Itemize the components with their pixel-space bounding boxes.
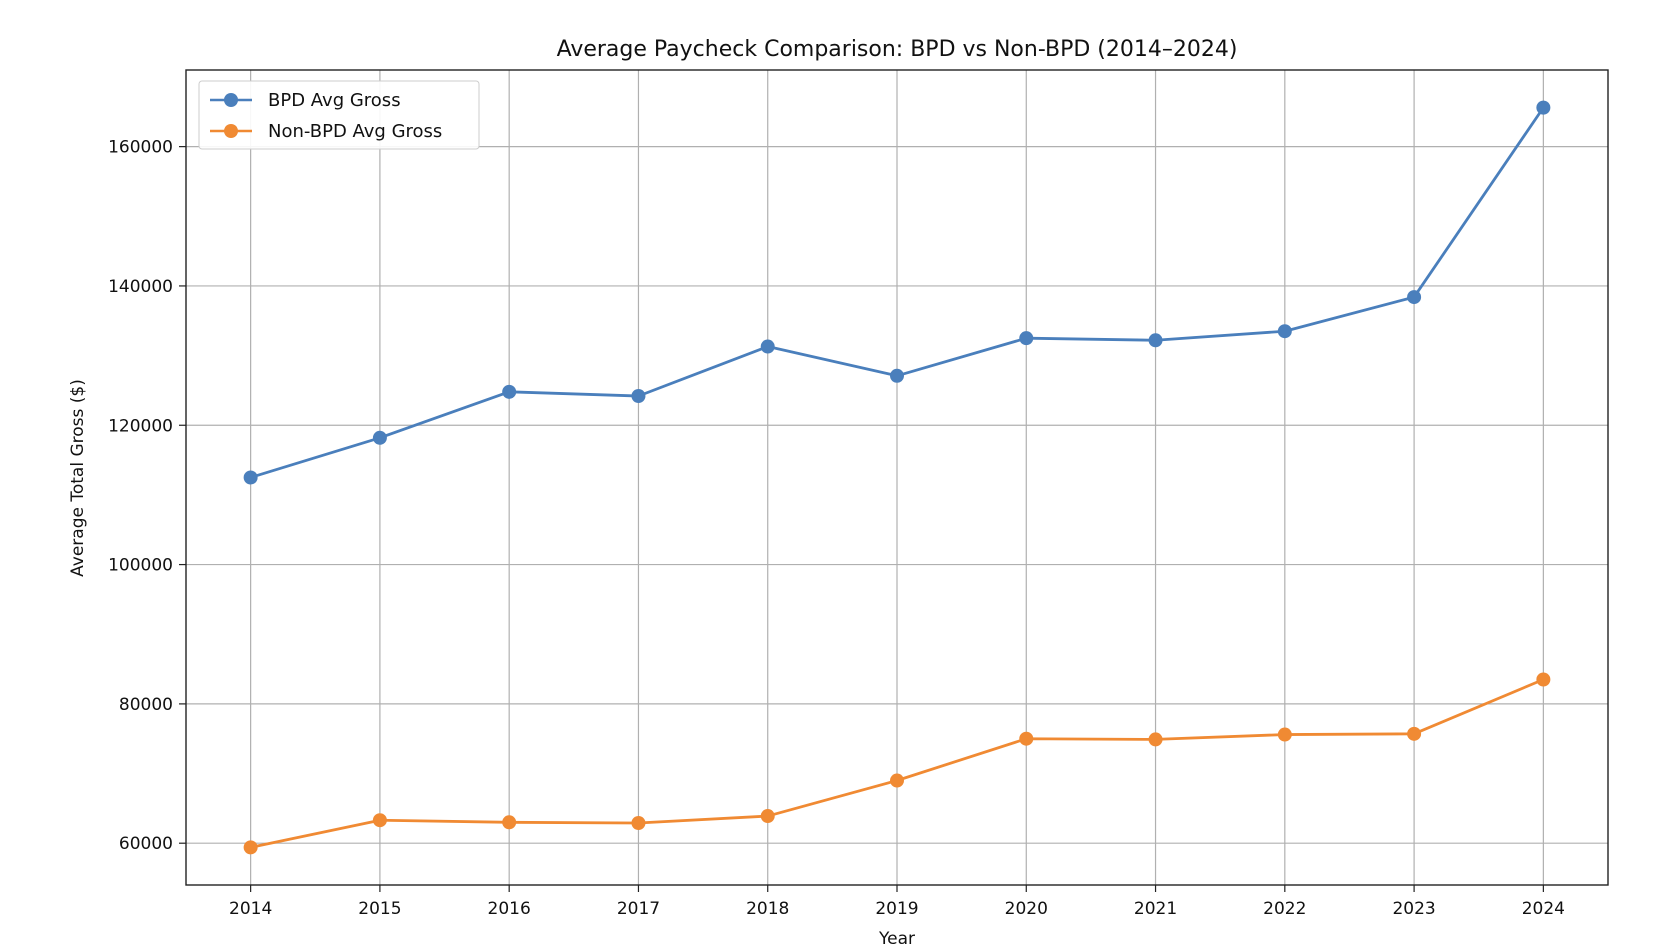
data-point-non-bpd: [631, 816, 646, 831]
legend-box: [198, 80, 480, 150]
x-tick-label: 2023: [1392, 899, 1435, 919]
data-point-bpd: [631, 389, 646, 403]
data-point-non-bpd: [1536, 672, 1551, 687]
data-point-non-bpd: [1148, 732, 1163, 747]
y-tick-label: 80000: [119, 695, 173, 715]
legend-marker-bpd: [224, 93, 238, 107]
data-point-bpd: [372, 430, 387, 445]
data-point-non-bpd: [502, 815, 517, 830]
data-point-non-bpd: [243, 840, 258, 855]
data-point-bpd: [1407, 290, 1422, 305]
y-tick-label: 120000: [108, 416, 173, 436]
legend-marker-non-bpd: [224, 124, 238, 138]
series-layer: [243, 100, 1551, 855]
legend-label-non-bpd: Non-BPD Avg Gross: [268, 121, 442, 142]
x-tick-label: 2024: [1522, 899, 1565, 919]
data-point-non-bpd: [1019, 731, 1034, 746]
grid: [186, 70, 1608, 885]
x-tick-label: 2020: [1005, 899, 1048, 919]
x-tick-label: 2019: [875, 899, 918, 919]
y-tick-label: 60000: [119, 834, 173, 854]
x-tick-label: 2015: [358, 899, 401, 919]
x-tick-label: 2018: [746, 899, 789, 919]
y-axis-label: Average Total Gross ($): [68, 379, 88, 577]
data-point-non-bpd: [760, 809, 775, 824]
y-tick-label: 100000: [108, 556, 173, 576]
data-point-bpd: [890, 368, 904, 383]
data-point-bpd: [243, 470, 258, 485]
data-point-non-bpd: [1277, 727, 1292, 742]
data-point-non-bpd: [890, 773, 904, 788]
series-non-bpd: [243, 672, 1551, 855]
data-point-bpd: [1148, 333, 1163, 348]
data-point-bpd: [1536, 100, 1551, 115]
data-point-bpd: [760, 339, 775, 354]
data-point-non-bpd: [372, 813, 387, 828]
x-tick-label: 2016: [488, 899, 531, 919]
data-point-non-bpd: [1407, 726, 1422, 741]
data-point-bpd: [1277, 324, 1292, 339]
legend: BPD Avg Gross Non-BPD Avg Gross: [198, 80, 480, 150]
data-point-bpd: [1019, 331, 1034, 346]
y-tick-label: 140000: [108, 277, 173, 297]
x-tick-label: 2017: [617, 899, 660, 919]
ticks: 2014 2015 2016 2017 2018 2019 2020 2021 2022 2023…: [108, 138, 1565, 919]
x-axis-label: Year: [878, 929, 915, 949]
y-tick-label: 160000: [108, 138, 173, 158]
x-tick-label: 2021: [1134, 899, 1177, 919]
series-bpd: [243, 100, 1551, 485]
data-point-bpd: [502, 384, 517, 399]
legend-label-bpd: BPD Avg Gross: [268, 90, 401, 111]
x-tick-label: 2014: [229, 899, 272, 919]
x-tick-label: 2022: [1263, 899, 1306, 919]
chart-title: Average Paycheck Comparison: BPD vs Non-…: [557, 37, 1238, 62]
